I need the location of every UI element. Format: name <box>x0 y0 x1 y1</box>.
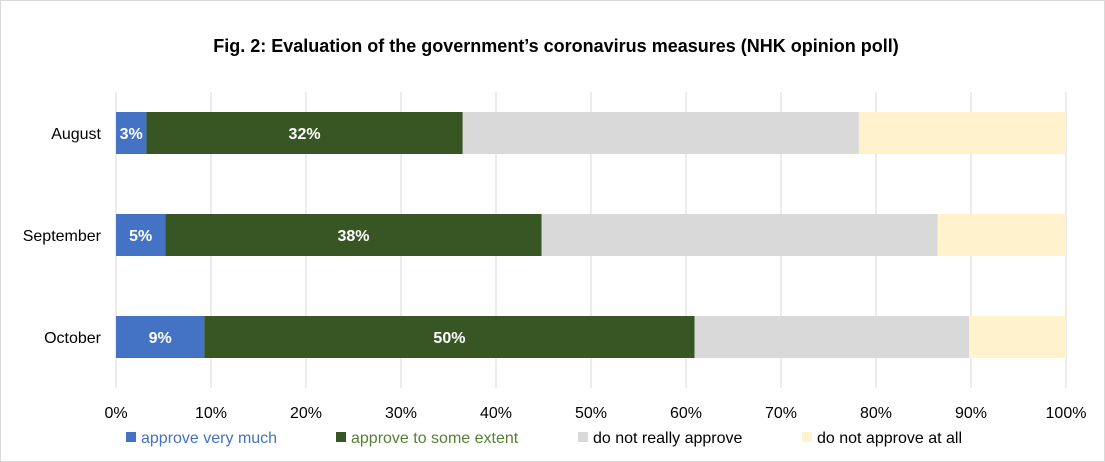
data-label: 50% <box>433 330 465 347</box>
legend-label: approve very much <box>141 430 277 447</box>
x-tick-label: 70% <box>765 405 797 422</box>
bar-segment <box>858 112 1066 154</box>
x-tick-label: 80% <box>860 405 892 422</box>
legend-label: do not really approve <box>593 430 743 447</box>
bar-segment <box>116 316 205 358</box>
bar-segment <box>937 214 1066 256</box>
legend-swatch <box>336 432 346 442</box>
bar-segment <box>462 112 859 154</box>
data-label: 32% <box>289 126 321 143</box>
bars: 3% 32% 5% 38% 9% 50% <box>116 112 1066 358</box>
x-tick-label: 100% <box>1046 405 1087 422</box>
legend-label: approve to some extent <box>351 430 519 447</box>
category-label: October <box>44 330 102 347</box>
legend-swatch <box>126 432 136 442</box>
category-labels: August September October <box>23 126 102 347</box>
x-tick-labels: 0% 10% 20% 30% 40% 50% 60% 70% 80% 90% 100% <box>104 405 1086 422</box>
bar-segment <box>969 316 1066 358</box>
data-label: 3% <box>120 126 143 143</box>
bar-segment <box>541 214 938 256</box>
data-label: 38% <box>337 228 369 245</box>
bar-segment <box>116 112 147 154</box>
bar-segment <box>165 214 542 256</box>
x-tick-label: 30% <box>385 405 417 422</box>
bar-segment <box>694 316 970 358</box>
legend-label: do not approve at all <box>817 430 962 447</box>
x-tick-label: 20% <box>290 405 322 422</box>
data-label: 5% <box>129 228 152 245</box>
x-tick-label: 50% <box>575 405 607 422</box>
bar-segment <box>204 316 695 358</box>
legend: approve very much approve to some extent d… <box>126 430 962 447</box>
x-tick-label: 60% <box>670 405 702 422</box>
x-tick-label: 0% <box>104 405 127 422</box>
category-label: August <box>51 126 101 143</box>
legend-swatch <box>802 432 812 442</box>
x-tick-label: 90% <box>955 405 987 422</box>
x-tick-label: 10% <box>195 405 227 422</box>
legend-swatch <box>578 432 588 442</box>
data-label: 9% <box>149 330 172 347</box>
bar-segment <box>146 112 463 154</box>
chart-title: Fig. 2: Evaluation of the government’s c… <box>213 36 898 56</box>
category-label: September <box>23 228 102 245</box>
x-tick-label: 40% <box>480 405 512 422</box>
bar-segment <box>116 214 166 256</box>
